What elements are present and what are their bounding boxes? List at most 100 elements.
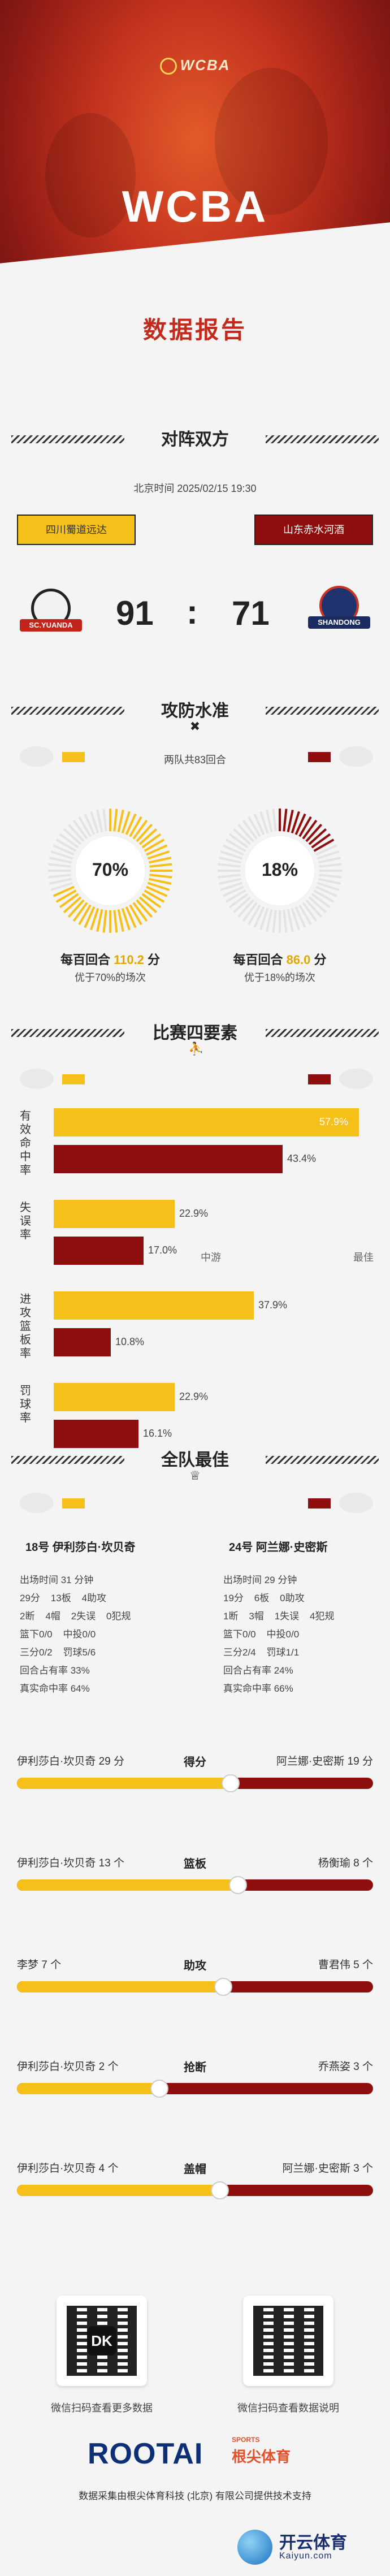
home-legend: [20, 746, 110, 769]
section-matchup-title: 对阵双方: [0, 418, 390, 452]
home-leader-label: 李梦 7 个: [17, 1959, 62, 1971]
caption-number: 110.2: [114, 953, 144, 967]
ring-tick: [90, 907, 99, 931]
home-color-swatch: [62, 1074, 85, 1084]
home-best-player-name: 18号 伊利莎白·坎贝奇: [25, 1541, 136, 1554]
ring-tick: [136, 899, 153, 918]
ring-tick: [102, 910, 107, 933]
away-color-swatch: [308, 752, 331, 762]
home-leader-label: 伊利莎白·坎贝奇 4 个: [17, 2163, 119, 2175]
ring-tick: [259, 811, 269, 834]
ring-tick: [232, 896, 252, 914]
comparison-knob: [229, 1876, 247, 1894]
watermark-cn: 开云体育: [279, 2534, 347, 2552]
player-stat-line: 三分2/4 罚球1/1: [223, 1647, 300, 1658]
ring-tick: [287, 909, 294, 932]
ring-tick: [317, 850, 340, 860]
ring-tick: [291, 907, 300, 931]
caption-prefix: 每百回合: [233, 953, 283, 967]
ring-tick: [147, 881, 170, 891]
ring-tick: [266, 809, 273, 832]
ring-tick: [149, 874, 172, 879]
caption-number: 86.0: [286, 953, 311, 967]
rootai-cn-label: 根尖体育: [232, 2448, 291, 2465]
ring-tick: [319, 874, 342, 879]
divider-stripes: [266, 435, 379, 443]
tech-support-note: 数据采集由根尖体育科技 (北京) 有限公司提供技术支持: [79, 2491, 311, 2501]
ring-tick: [149, 857, 172, 864]
ring-tick: [121, 907, 131, 931]
home-factor-bar: [54, 1291, 254, 1320]
ring-tick: [319, 863, 342, 868]
ring-tick: [272, 809, 277, 832]
ring-tick: [287, 809, 294, 832]
ring-tick: [225, 839, 246, 852]
away-legend: [308, 746, 376, 769]
ring-tick: [125, 906, 137, 928]
comparison-track: [17, 2083, 373, 2094]
home-share-fill: [17, 1778, 231, 1789]
home-percentile-note: 优于70%的场次: [74, 972, 146, 983]
ring-center: [244, 835, 315, 906]
ring-tick: [318, 857, 341, 864]
section-heading: 比赛四要素: [153, 1024, 237, 1043]
ring-tick: [220, 850, 243, 860]
rootai-logo: ROOTAI: [88, 2437, 203, 2470]
ring-tick: [50, 850, 73, 860]
away-factor-value: 17.0%: [148, 1244, 177, 1256]
away-percentile-note: 优于18%的场次: [244, 972, 316, 983]
home-score: 91: [116, 594, 154, 632]
factor-label: 进攻篮板率: [20, 1293, 31, 1360]
leader-row: 伊利莎白·坎贝奇 2 个 抢断 乔燕姿 3 个: [17, 2058, 373, 2120]
ring-tick: [272, 910, 277, 933]
ring-tick: [311, 893, 331, 909]
ring-tick: [315, 885, 337, 897]
ring-tick: [141, 893, 162, 909]
ring-tick: [222, 844, 244, 856]
ring-gauge-home: [48, 809, 172, 933]
home-mini-logo: [20, 1069, 54, 1089]
away-score: 71: [232, 594, 270, 632]
ring-tick: [248, 904, 261, 926]
comparison-knob: [214, 1978, 232, 1996]
ring-tick: [259, 907, 269, 931]
ring-tick: [129, 904, 142, 926]
player-dunk-icon: ⛹: [188, 1041, 204, 1056]
ring-tick: [129, 816, 142, 837]
away-color-swatch: [308, 1074, 331, 1084]
ring-tick: [294, 906, 306, 928]
qr-code-data-explanation[interactable]: [243, 2296, 333, 2386]
player-stat-line: 真实命中率 64%: [20, 1683, 90, 1694]
home-mini-logo: [20, 746, 54, 767]
caption-suffix: 分: [148, 953, 161, 967]
ring-tick: [222, 885, 244, 897]
leader-row: 伊利莎白·坎贝奇 4 个 盖帽 阿兰娜·史密斯 3 个: [17, 2160, 373, 2222]
qr-code-more-data[interactable]: DK: [57, 2296, 147, 2386]
possessions-note: 两队共83回合: [163, 754, 227, 766]
ring-tick: [96, 809, 103, 832]
section-heading: 攻防水准: [161, 702, 229, 720]
player-silhouette: [45, 113, 136, 237]
home-leader-label: 伊利莎白·坎贝奇 29 分: [17, 1756, 125, 1767]
comparison-track: [17, 1879, 373, 1891]
kaiyun-watermark: 开云体育 Kaiyun.com: [237, 2527, 379, 2567]
ring-tick: [311, 833, 331, 849]
ring-tick: [48, 874, 71, 879]
ring-tick: [313, 889, 335, 903]
comparison-track: [17, 1981, 373, 1992]
away-ring-value: 18%: [261, 859, 298, 880]
ring-tick: [53, 844, 75, 856]
player-stat-line: 三分0/2 罚球5/6: [20, 1647, 96, 1658]
stat-category: 得分: [184, 1756, 206, 1769]
home-share-fill: [17, 2083, 159, 2094]
ring-tick: [84, 906, 96, 928]
comparison-track: [17, 2185, 373, 2196]
ring-tick: [49, 878, 72, 885]
divider-stripes: [266, 1029, 379, 1037]
trophy-icon: ♕: [189, 1468, 201, 1483]
player-stat-line: 1断 3帽 1失误 4犯规: [223, 1611, 335, 1622]
ring-tick: [146, 844, 168, 856]
ring-tick: [228, 893, 249, 909]
home-share-fill: [17, 1981, 223, 1992]
